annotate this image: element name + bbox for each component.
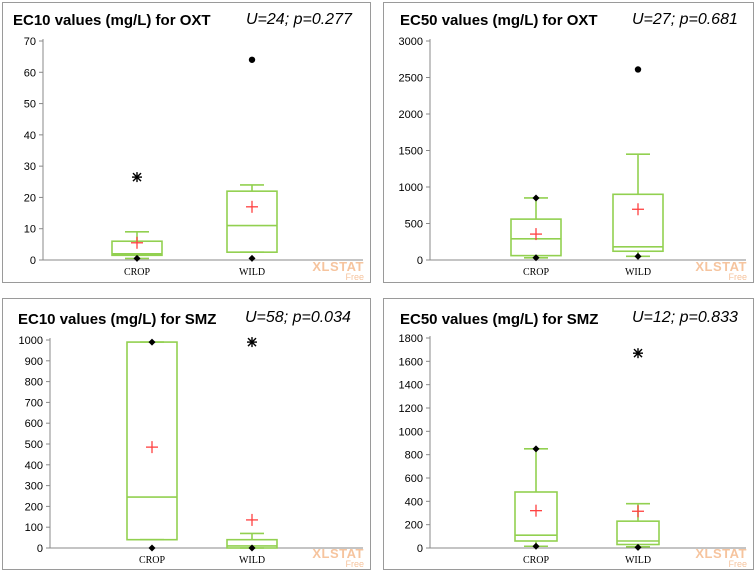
category-label: CROP (523, 555, 550, 566)
test-statistic: U=24; p=0.277 (246, 11, 352, 28)
min-marker (634, 543, 642, 551)
y-tick-label: 10 (24, 224, 36, 236)
min-marker (248, 544, 256, 552)
y-tick-label: 1400 (399, 380, 423, 392)
box-wild (612, 66, 664, 260)
outlier-asterisk (247, 337, 257, 348)
y-tick-label: 0 (37, 543, 43, 555)
iqr-box (612, 193, 664, 253)
min-marker (634, 252, 642, 260)
test-statistic: U=27; p=0.681 (632, 11, 738, 28)
y-tick-label: 1200 (399, 403, 423, 415)
y-tick-label: 60 (24, 67, 36, 79)
y-tick-label: 1000 (399, 182, 423, 194)
y-tick-label: 0 (417, 255, 423, 267)
box-crop (111, 172, 163, 262)
box-crop (514, 445, 558, 550)
xlstat-watermark: XLSTAT Free (312, 260, 364, 282)
y-tick-label: 800 (25, 377, 43, 389)
y-tick-label: 300 (25, 481, 43, 493)
watermark-sub: Free (345, 272, 364, 282)
min-marker (248, 254, 256, 262)
y-tick-label: 2500 (399, 73, 423, 85)
category-label: CROP (124, 267, 151, 278)
category-label: WILD (239, 555, 265, 566)
y-tick-label: 500 (405, 219, 423, 231)
watermark-brand: XLSTAT (312, 546, 364, 561)
chart-panel-ec50-smz: 0 200 400 600 800 1000 1200 1400 1600 1800 CROP WIL… (383, 298, 754, 570)
chart-title: EC10 values (mg/L) for SMZ (18, 311, 217, 328)
outlier-point (248, 56, 256, 63)
chart-panel-ec10-smz: 0 100 200 300 400 500 600 700 800 900 1000 CROP WILD… (2, 298, 371, 570)
xlstat-watermark: XLSTAT Free (695, 260, 747, 282)
max-marker (148, 338, 156, 346)
y-tick-label: 100 (25, 522, 43, 534)
y-tick-label: 200 (25, 501, 43, 513)
box-wild (226, 337, 278, 552)
min-marker (148, 544, 156, 552)
y-tick-label: 200 (405, 520, 423, 532)
y-tick-label: 1500 (399, 146, 423, 158)
y-tick-label: 400 (405, 496, 423, 508)
xlstat-watermark: XLSTAT Free (695, 547, 747, 569)
ec10-oxt-plot: 0 10 20 30 40 50 60 70 CROP WILD (24, 36, 363, 278)
y-tick-label: 1600 (399, 356, 423, 368)
category-label: WILD (239, 267, 265, 278)
box-wild (226, 56, 278, 262)
y-tick-label: 1000 (19, 335, 43, 347)
y-tick-label: 1000 (399, 426, 423, 438)
chart-title: EC50 values (mg/L) for SMZ (400, 311, 599, 328)
y-tick-label: 700 (25, 397, 43, 409)
y-tick-label: 70 (24, 36, 36, 48)
chart-title: EC50 values (mg/L) for OXT (400, 12, 598, 29)
y-tick-label: 50 (24, 99, 36, 111)
ec10-smz-plot: 0 100 200 300 400 500 600 700 800 900 1000 CROP WILD (19, 335, 363, 566)
y-tick-label: 800 (405, 450, 423, 462)
watermark-brand: XLSTAT (312, 259, 364, 274)
max-marker (532, 445, 540, 453)
ec50-smz-plot: 0 200 400 600 800 1000 1200 1400 1600 1800 CROP WIL… (399, 333, 746, 566)
y-tick-label: 40 (24, 130, 36, 142)
watermark-sub: Free (728, 559, 747, 569)
box-crop (126, 338, 178, 552)
max-marker (532, 194, 540, 202)
y-tick-label: 600 (25, 418, 43, 430)
y-tick-label: 600 (405, 473, 423, 485)
watermark-sub: Free (345, 559, 364, 569)
xlstat-watermark: XLSTAT Free (312, 547, 364, 569)
iqr-box (226, 190, 278, 253)
chart-title: EC10 values (mg/L) for OXT (13, 12, 211, 29)
y-tick-label: 20 (24, 192, 36, 204)
outlier-point (634, 66, 642, 73)
min-marker (532, 542, 540, 550)
watermark-sub: Free (728, 272, 747, 282)
y-tick-label: 0 (30, 255, 36, 267)
category-label: WILD (625, 555, 651, 566)
chart-panel-ec50-oxt: 0 500 1000 1500 2000 2500 3000 CROP WILD EC50 va… (383, 2, 754, 283)
outlier-asterisk (132, 172, 142, 183)
category-label: CROP (139, 555, 166, 566)
test-statistic: U=58; p=0.034 (245, 309, 351, 326)
watermark-brand: XLSTAT (695, 546, 747, 561)
watermark-brand: XLSTAT (695, 259, 747, 274)
box-crop (510, 194, 562, 262)
iqr-box (126, 341, 178, 541)
y-tick-label: 3000 (399, 36, 423, 48)
box-wild (616, 348, 660, 551)
category-label: WILD (625, 267, 651, 278)
ec50-oxt-plot: 0 500 1000 1500 2000 2500 3000 CROP WILD (399, 36, 746, 278)
y-tick-label: 2000 (399, 109, 423, 121)
category-label: CROP (523, 267, 550, 278)
y-tick-label: 1800 (399, 333, 423, 345)
iqr-box (514, 491, 558, 542)
y-tick-label: 500 (25, 439, 43, 451)
y-tick-label: 30 (24, 161, 36, 173)
y-tick-label: 0 (417, 543, 423, 555)
y-tick-label: 900 (25, 356, 43, 368)
y-tick-label: 400 (25, 460, 43, 472)
test-statistic: U=12; p=0.833 (632, 309, 738, 326)
outlier-asterisk (633, 348, 643, 359)
chart-panel-ec10-oxt: 0 10 20 30 40 50 60 70 CROP WILD EC10 values (mg/… (2, 2, 371, 283)
min-marker (532, 254, 540, 262)
